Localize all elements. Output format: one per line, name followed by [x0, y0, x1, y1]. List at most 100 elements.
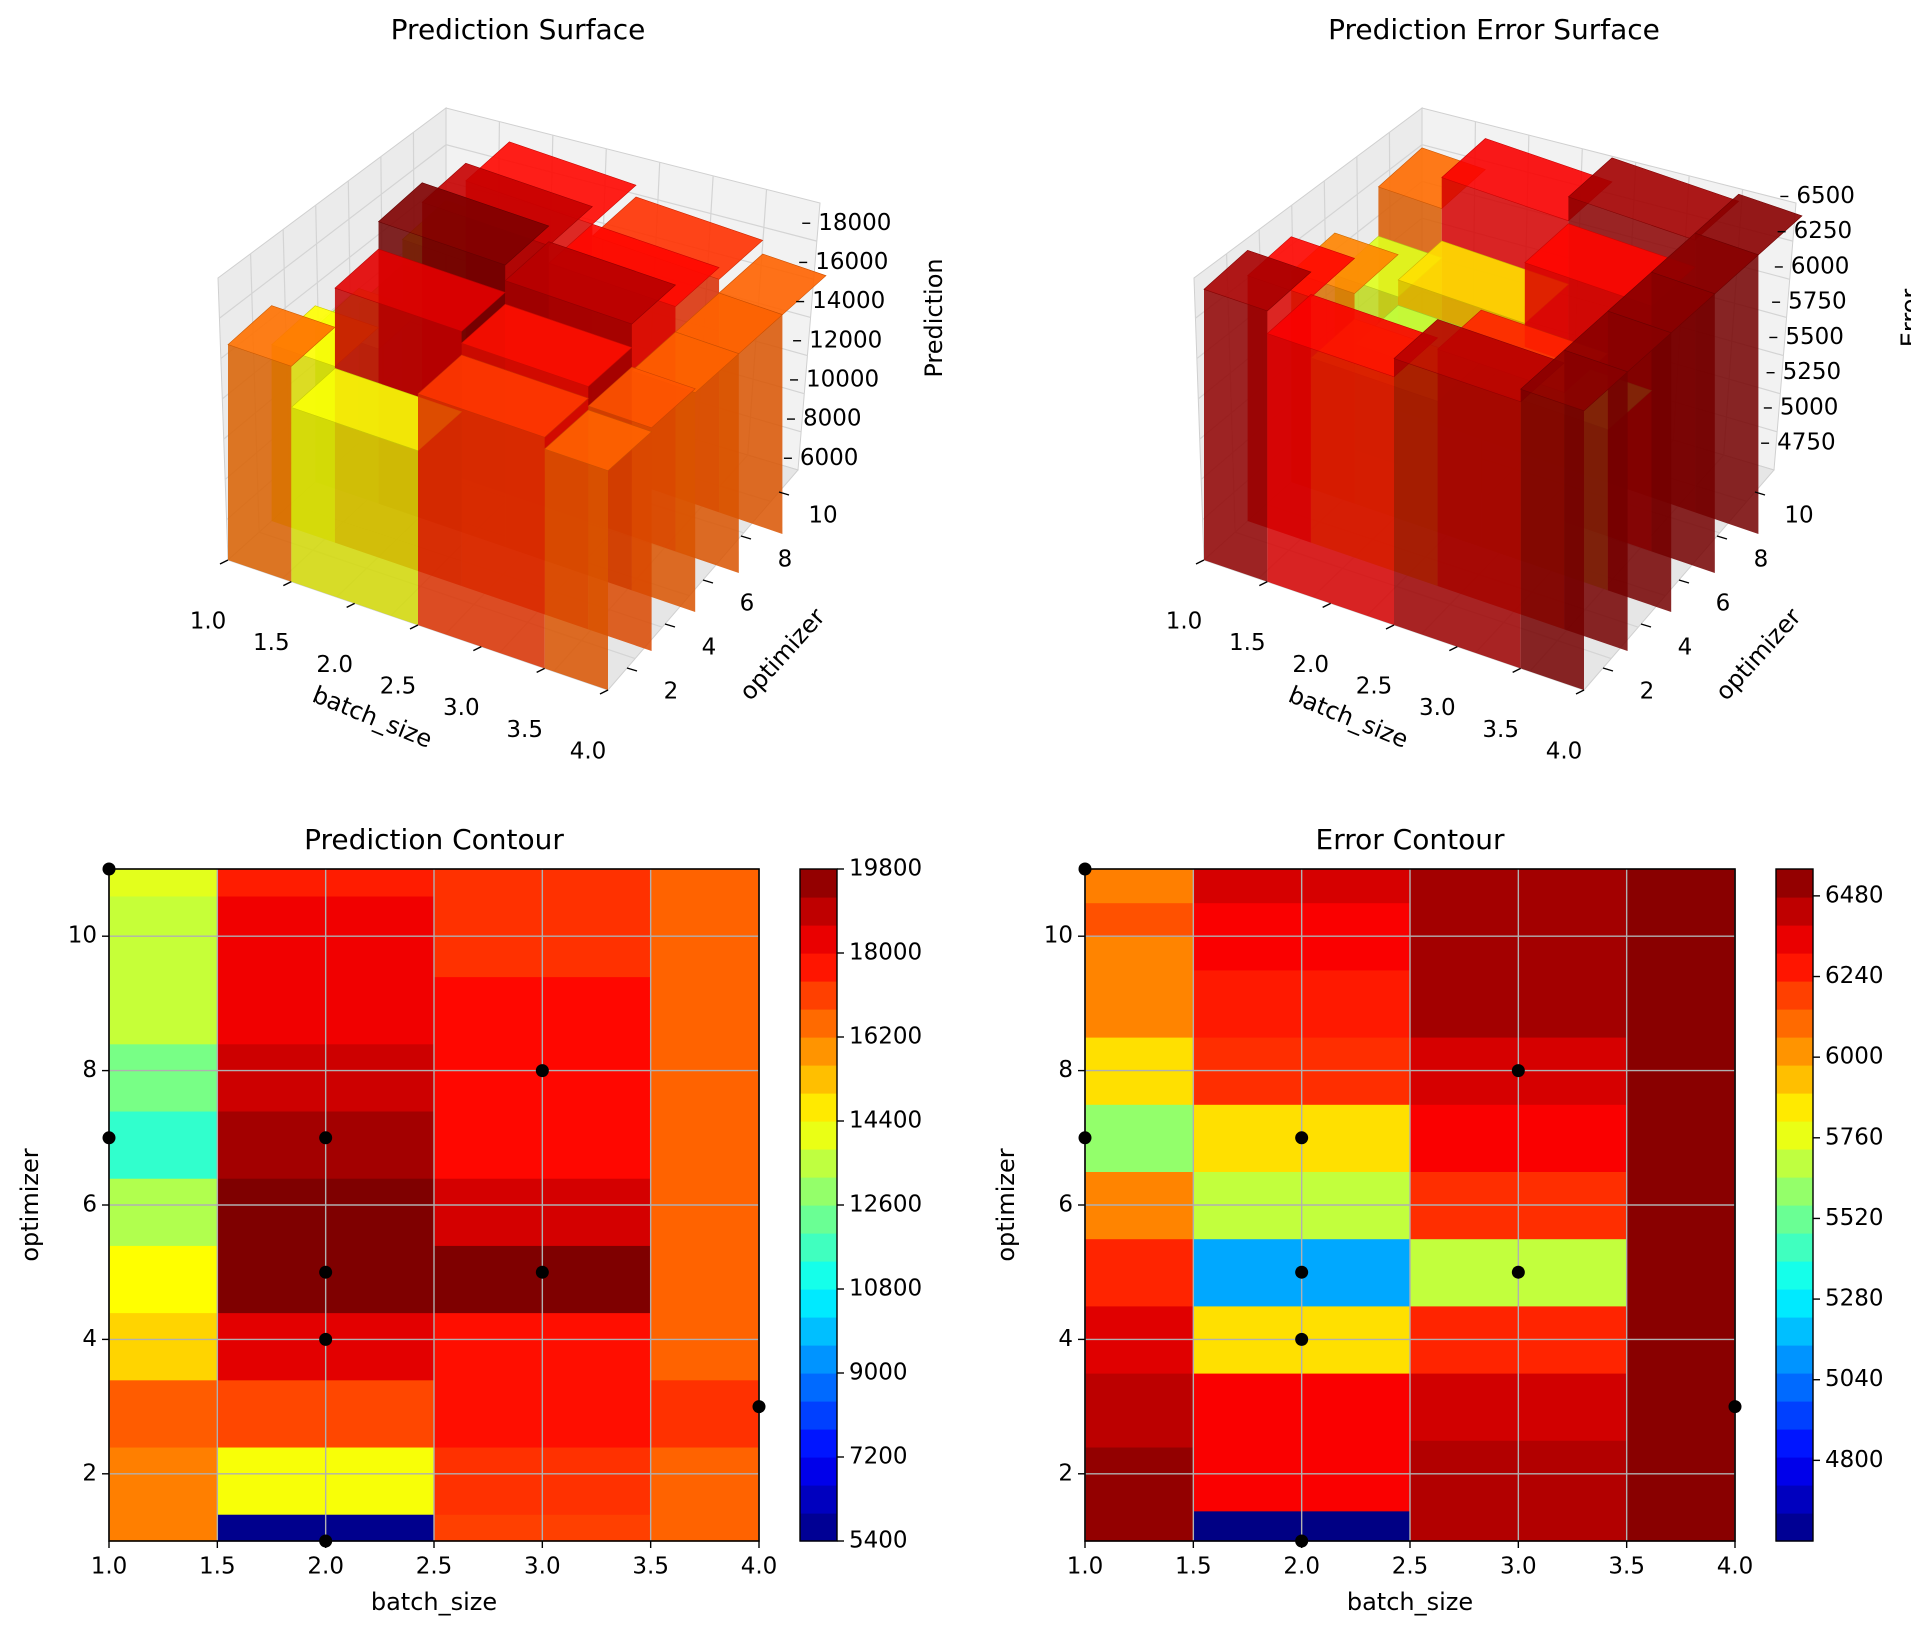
chart-title: Prediction Error Surface	[1328, 13, 1660, 46]
contour-cell	[109, 1446, 218, 1542]
x-tick-label: 3.5	[1482, 717, 1519, 743]
y-tick-label: 10	[808, 503, 837, 529]
contour-cell	[1085, 1238, 1194, 1307]
contour-cell	[109, 1312, 218, 1381]
z-tick-label: 5250	[1783, 359, 1842, 385]
surface-top	[377, 182, 550, 266]
colorbar-segment	[1776, 1513, 1813, 1542]
x-tick-label: 1.5	[199, 1554, 236, 1580]
z-tick-label: 18000	[818, 210, 891, 236]
contour-cell	[650, 1446, 760, 1542]
z-tick-label: 4750	[1777, 430, 1836, 456]
contour-cell	[109, 1110, 218, 1179]
colorbar-segment	[800, 1205, 837, 1234]
data-point	[535, 1064, 549, 1078]
colorbar-segment	[800, 1065, 837, 1094]
colorbar-segment	[1776, 897, 1813, 926]
y-axis-label: optimizer	[992, 1148, 1020, 1261]
colorbar-tick-label: 18000	[849, 940, 922, 966]
x-tick	[536, 667, 545, 673]
y-tick-label: 4	[1058, 1326, 1073, 1352]
y-tick-label: 8	[1058, 1057, 1073, 1083]
y-tick	[740, 535, 752, 540]
surface-wall	[418, 393, 545, 669]
colorbar-tick-label: 4800	[1825, 1447, 1884, 1473]
colorbar-segment	[1776, 1233, 1813, 1262]
data-point	[319, 1131, 333, 1145]
colorbar-segment	[800, 1037, 837, 1066]
x-tick-label: 4.0	[1717, 1554, 1754, 1580]
colorbar-segment	[1776, 1401, 1813, 1430]
x-tick-label: 3.0	[1419, 695, 1456, 721]
z-axis-label: Error	[1896, 289, 1911, 348]
x-tick-label: 3.5	[632, 1554, 669, 1580]
surface-top	[1203, 249, 1312, 312]
y-axis-label: optimizer	[16, 1148, 44, 1261]
z-tick-label: 5750	[1788, 289, 1847, 315]
contour-cell	[109, 869, 218, 897]
colorbar-tick-label: 5520	[1825, 1205, 1884, 1231]
x-tick	[599, 689, 609, 695]
colorbar-segment	[1776, 1457, 1813, 1486]
contour-cell	[1085, 1104, 1194, 1172]
colorbar-segment	[800, 1289, 837, 1318]
colorbar-segment	[1776, 1177, 1813, 1206]
colorbar-tick-label: 6000	[1825, 1044, 1884, 1070]
x-tick-label: 1.5	[1175, 1554, 1212, 1580]
y-tick	[1678, 579, 1690, 584]
x-tick	[1259, 581, 1268, 587]
colorbar-segment	[1776, 1345, 1813, 1374]
data-point	[1295, 1332, 1309, 1346]
colorbar-segment	[800, 1317, 837, 1346]
data-point	[1511, 1265, 1525, 1279]
x-tick-label: 2.5	[416, 1554, 453, 1580]
chart-title: Prediction Contour	[304, 823, 564, 856]
x-tick-label: 2.0	[307, 1554, 344, 1580]
colorbar-tick-label: 6480	[1825, 882, 1884, 908]
colorbar-segment	[1776, 1009, 1813, 1038]
z-tick-label: 10000	[806, 366, 879, 392]
x-tick-label: 1.0	[91, 1554, 128, 1580]
colorbar-segment	[800, 1401, 837, 1430]
x-tick-label: 4.0	[741, 1554, 778, 1580]
y-tick	[626, 667, 638, 672]
colorbar-segment	[1776, 1149, 1813, 1178]
x-tick-label: 4.0	[1546, 739, 1583, 765]
y-tick-label: 4	[702, 635, 717, 661]
colorbar-segment	[1776, 1485, 1813, 1514]
x-tick-label: 3.0	[524, 1554, 561, 1580]
x-tick-label: 3.5	[1608, 1554, 1645, 1580]
data-point	[319, 1265, 333, 1279]
surface-wall	[228, 344, 292, 582]
y-tick	[1754, 491, 1766, 496]
colorbar-tick-label: 12600	[849, 1192, 922, 1218]
contour-cell	[1085, 1446, 1194, 1542]
x-tick-label: 1.0	[1166, 609, 1203, 635]
colorbar-segment	[1776, 1289, 1813, 1318]
colorbar-segment	[1776, 1317, 1813, 1346]
y-tick	[1602, 667, 1614, 672]
z-tick-label: 14000	[812, 288, 885, 314]
x-tick-label: 2.5	[1356, 674, 1393, 700]
z-axis-label: Prediction	[920, 258, 948, 377]
x-axis-label: batch_size	[1347, 1588, 1473, 1616]
y-axis-label: optimizer	[1710, 603, 1807, 706]
colorbar-segment	[800, 1121, 837, 1150]
surface-top	[334, 248, 506, 332]
colorbar-segment	[800, 1177, 837, 1206]
colorbar-segment	[800, 953, 837, 982]
colorbar-tick-label: 5760	[1825, 1124, 1884, 1150]
y-tick	[1640, 623, 1652, 628]
y-tick-label: 10	[1784, 503, 1813, 529]
y-axis-label: optimizer	[734, 603, 831, 706]
y-tick-label: 2	[1058, 1460, 1073, 1486]
y-tick-label: 2	[1640, 679, 1655, 705]
x-tick	[473, 646, 482, 652]
y-tick	[664, 623, 676, 628]
contour-cell	[1085, 936, 1194, 1038]
contour-cell	[650, 1379, 760, 1448]
colorbar-frame	[1775, 868, 1814, 1542]
y-tick-label: 8	[778, 547, 793, 573]
y-tick	[1716, 535, 1728, 540]
